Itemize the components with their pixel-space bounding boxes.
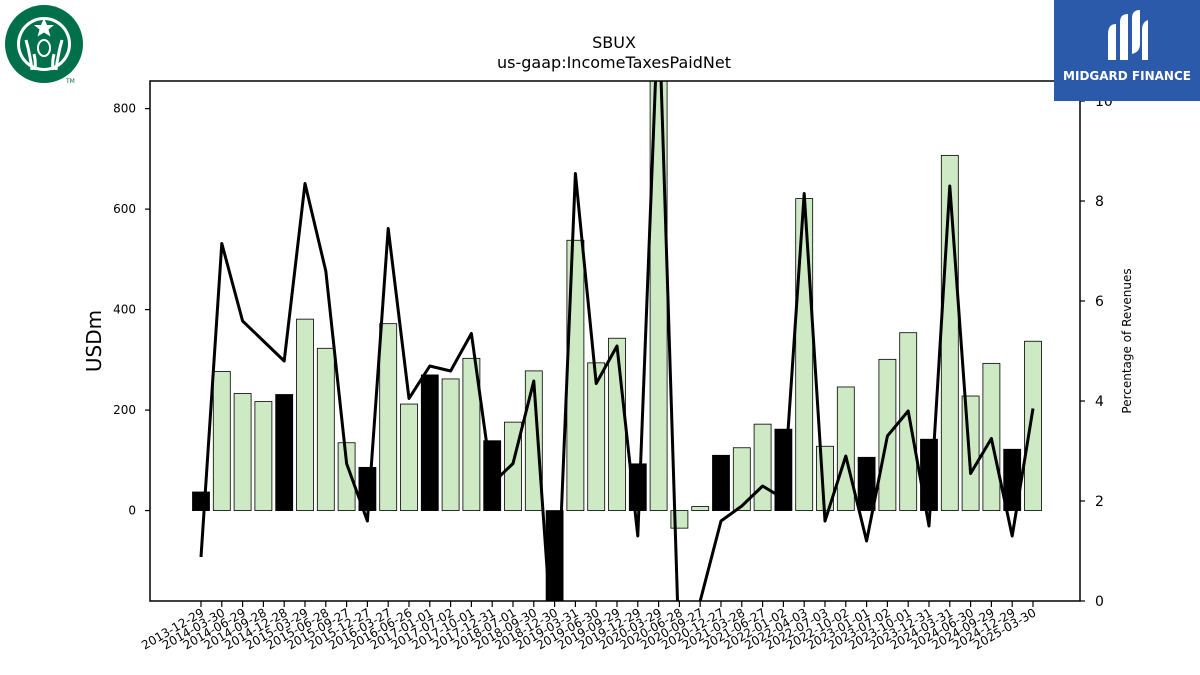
y2-tick-label-8: 8 xyxy=(1095,194,1104,210)
plot-frame xyxy=(149,80,1081,602)
chart-title: SBUX xyxy=(592,33,636,52)
bar-2023-01-01 xyxy=(857,456,876,511)
y-axis-label: USDm xyxy=(82,310,106,372)
bar-2014-03-30 xyxy=(212,370,231,511)
bar-2015-03-29 xyxy=(296,318,314,511)
bar-2024-09-29 xyxy=(982,362,1001,511)
y-tick-label-800: 800 xyxy=(113,102,136,116)
brand-name: MIDGARD FINANCE xyxy=(1063,69,1191,83)
starbucks-logo: TM xyxy=(4,4,86,86)
bar-2021-06-27 xyxy=(753,423,772,511)
bar-2014-12-28 xyxy=(275,394,294,511)
axes: 020040060080002468102013-12-292014-03-30… xyxy=(113,80,1113,652)
bar-2014-09-28 xyxy=(254,401,273,511)
starbucks-siren-logo-icon xyxy=(5,5,83,83)
bar-2017-07-02 xyxy=(441,378,460,511)
bar-2022-10-02 xyxy=(836,386,855,511)
y-tick-label-0: 0 xyxy=(128,504,136,518)
bar-2015-06-28 xyxy=(316,347,335,511)
midgard-finance-logo: MIDGARD FINANCE xyxy=(1054,0,1200,101)
bar-2017-10-01 xyxy=(462,357,481,511)
y2-tick-label-4: 4 xyxy=(1095,394,1104,410)
bar-2018-09-30 xyxy=(524,370,543,511)
bar-2014-06-29 xyxy=(233,393,252,511)
bar-2013-12-29 xyxy=(192,491,210,511)
bar-2025-03-30 xyxy=(1024,340,1042,511)
bar-2019-09-29 xyxy=(608,337,626,511)
y-tick-label-200: 200 xyxy=(113,403,136,417)
chart-subtitle: us-gaap:IncomeTaxesPaidNet xyxy=(497,53,731,72)
bar-2016-06-26 xyxy=(400,403,418,511)
bar-2019-06-30 xyxy=(587,362,606,511)
y-tick-label-400: 400 xyxy=(113,303,136,317)
y2-tick-label-2: 2 xyxy=(1095,494,1104,510)
bar-2020-09-27 xyxy=(691,506,710,511)
bar-2019-03-31 xyxy=(566,239,585,511)
bar-2016-03-27 xyxy=(379,323,398,511)
bar-2023-10-01 xyxy=(899,332,918,511)
bar-2021-03-28 xyxy=(732,447,751,511)
bar-2015-09-27 xyxy=(337,442,356,511)
bar-2022-04-03 xyxy=(795,198,814,511)
y-tick-label-600: 600 xyxy=(113,202,136,216)
trademark-mark: TM xyxy=(66,78,75,85)
plot-area xyxy=(192,81,1042,601)
y2-tick-label-0: 0 xyxy=(1095,594,1104,610)
y2-tick-label-6: 6 xyxy=(1095,294,1104,310)
midgard-finance-logo-icon xyxy=(1108,10,1148,60)
bar-2020-12-27 xyxy=(712,454,730,511)
y2-axis-label: Percentage of Revenues xyxy=(1120,268,1134,413)
bar-2017-01-01 xyxy=(420,374,439,511)
pct-revenue-line xyxy=(199,81,1035,601)
